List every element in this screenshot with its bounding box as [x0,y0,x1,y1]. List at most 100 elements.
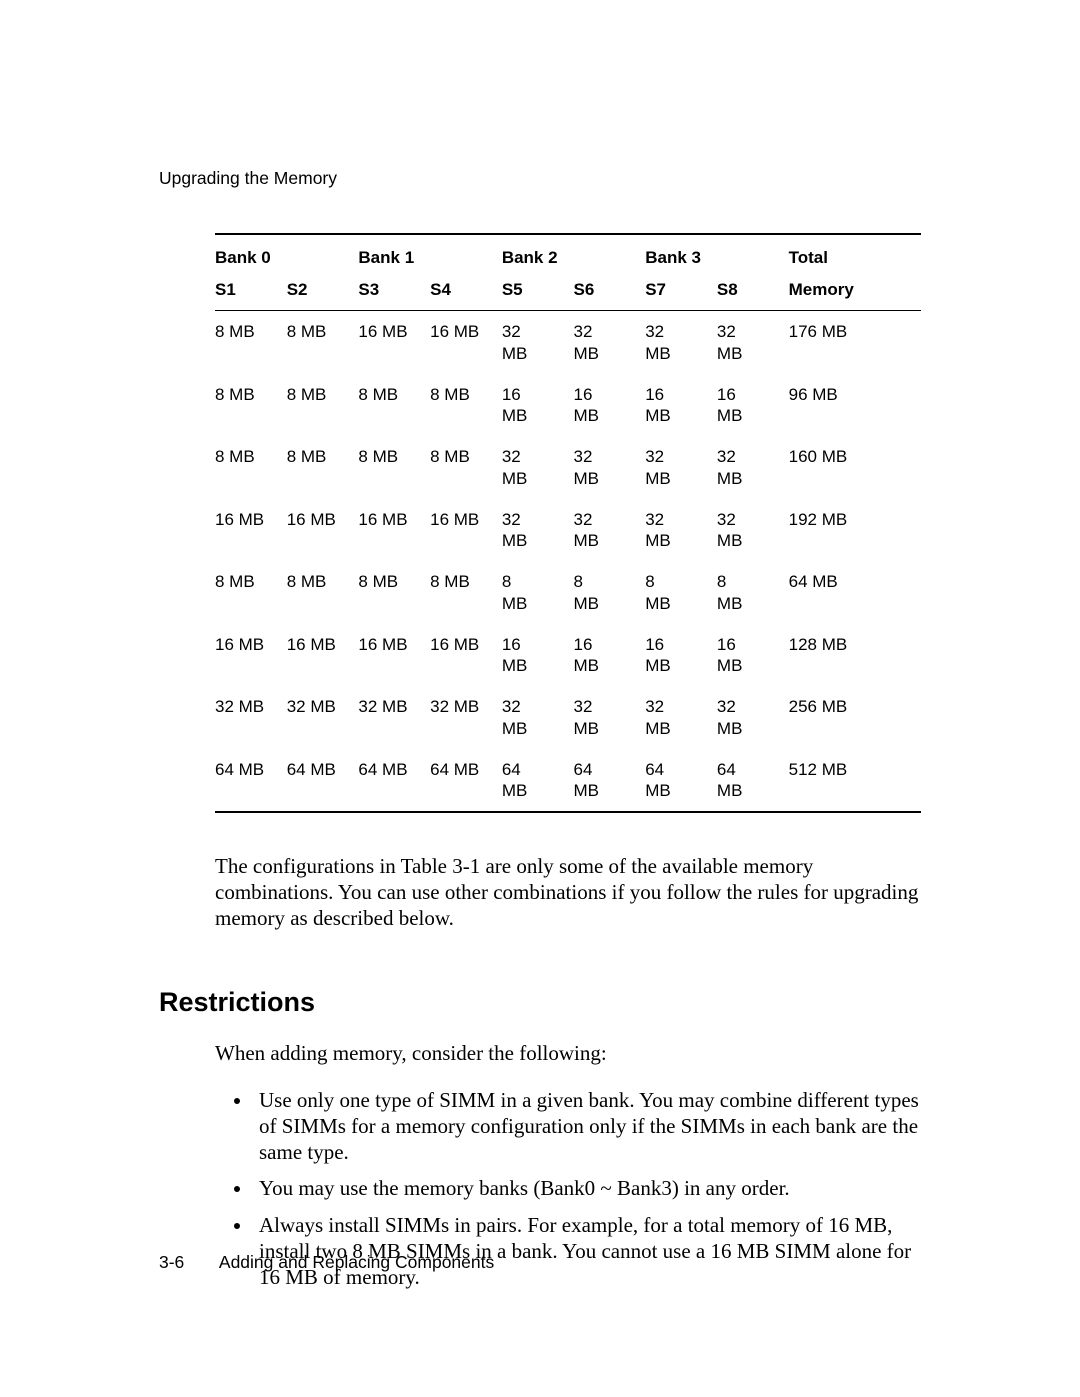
bank-header: Bank 0 [215,234,358,278]
table-cell: 32MB [645,311,717,374]
table-cell: 32 MB [215,686,287,749]
table-cell: 32MB [574,686,646,749]
table-cell: 16 MB [430,624,502,687]
table-cell: 64 MB [287,749,359,813]
table-cell: 64 MB [430,749,502,813]
restrictions-intro: When adding memory, consider the followi… [215,1040,921,1066]
table-cell: 16 MB [287,624,359,687]
table-cell: 32 MB [287,686,359,749]
page-number: 3-6 [159,1252,215,1273]
table-cell: 16MB [502,374,574,437]
table-cell: 16 MB [287,499,359,562]
table-cell: 8 MB [358,374,430,437]
table-cell: 8MB [502,561,574,624]
table-cell: 8 MB [287,374,359,437]
table-cell: 8 MB [287,311,359,374]
table-cell-total: 176 MB [789,311,921,374]
document-page: Upgrading the Memory Bank 0 Bank 1 Bank … [0,0,1080,1397]
list-item: You may use the memory banks (Bank0 ~ Ba… [253,1175,921,1201]
table-cell-total: 512 MB [789,749,921,813]
table-cell: 16 MB [358,624,430,687]
table-cell-total: 192 MB [789,499,921,562]
table-cell: 16 MB [358,311,430,374]
table-cell: 32MB [717,686,789,749]
memory-table-container: Bank 0 Bank 1 Bank 2 Bank 3 Total S1 S2 … [215,233,921,813]
table-cell: 32MB [645,499,717,562]
table-cell: 8 MB [287,561,359,624]
slot-header: S7 [645,278,717,311]
table-cell: 8 MB [358,436,430,499]
table-cell: 8 MB [215,374,287,437]
table-cell: 16 MB [215,499,287,562]
table-cell: 16 MB [358,499,430,562]
table-cell: 32MB [502,436,574,499]
table-cell: 8 MB [215,561,287,624]
table-cell: 64MB [717,749,789,813]
table-cell-total: 256 MB [789,686,921,749]
table-cell: 8MB [645,561,717,624]
memory-config-table: Bank 0 Bank 1 Bank 2 Bank 3 Total S1 S2 … [215,233,921,813]
table-row: 8 MB8 MB16 MB16 MB32MB32MB32MB32MB176 MB [215,311,921,374]
body-paragraph: The configurations in Table 3-1 are only… [215,853,921,931]
table-cell: 16MB [502,624,574,687]
list-item: Always install SIMMs in pairs. For examp… [253,1212,921,1290]
table-cell: 64 MB [215,749,287,813]
table-cell: 16MB [645,374,717,437]
running-head: Upgrading the Memory [159,168,921,189]
table-cell-total: 160 MB [789,436,921,499]
bank-header: Bank 2 [502,234,645,278]
table-cell: 16MB [717,374,789,437]
table-cell: 64MB [502,749,574,813]
table-slot-header-row: S1 S2 S3 S4 S5 S6 S7 S8 Memory [215,278,921,311]
table-row: 8 MB8 MB8 MB8 MB16MB16MB16MB16MB96 MB [215,374,921,437]
table-cell: 32MB [502,686,574,749]
slot-header: S4 [430,278,502,311]
table-cell: 32MB [645,436,717,499]
footer-chapter-title: Adding and Replacing Components [219,1252,494,1272]
slot-header: S5 [502,278,574,311]
slot-header: S6 [574,278,646,311]
table-bank-header-row: Bank 0 Bank 1 Bank 2 Bank 3 Total [215,234,921,278]
table-cell: 32MB [574,499,646,562]
table-cell: 32MB [502,311,574,374]
table-cell: 8 MB [430,374,502,437]
table-cell: 32MB [717,499,789,562]
table-cell-total: 128 MB [789,624,921,687]
table-cell: 16MB [574,374,646,437]
table-cell: 8 MB [358,561,430,624]
bank-header: Bank 1 [358,234,501,278]
table-cell: 16MB [645,624,717,687]
table-cell: 32MB [717,436,789,499]
table-cell-total: 96 MB [789,374,921,437]
table-cell: 8 MB [430,436,502,499]
table-cell: 8 MB [287,436,359,499]
slot-header: S2 [287,278,359,311]
table-cell: 8MB [574,561,646,624]
slot-header: S1 [215,278,287,311]
table-row: 8 MB8 MB8 MB8 MB8MB8MB8MB8MB64 MB [215,561,921,624]
table-cell: 32MB [717,311,789,374]
table-cell: 64MB [645,749,717,813]
table-cell: 16MB [574,624,646,687]
page-footer: 3-6 Adding and Replacing Components [159,1252,494,1273]
table-cell: 32MB [574,436,646,499]
table-row: 16 MB16 MB16 MB16 MB32MB32MB32MB32MB192 … [215,499,921,562]
table-cell: 64MB [574,749,646,813]
table-row: 16 MB16 MB16 MB16 MB16MB16MB16MB16MB128 … [215,624,921,687]
table-cell: 16 MB [430,499,502,562]
table-cell: 32 MB [430,686,502,749]
table-cell: 32MB [502,499,574,562]
table-cell-total: 64 MB [789,561,921,624]
memory-table-body: 8 MB8 MB16 MB16 MB32MB32MB32MB32MB176 MB… [215,311,921,813]
table-cell: 16 MB [430,311,502,374]
table-cell: 16 MB [215,624,287,687]
table-cell: 16MB [717,624,789,687]
table-cell: 8 MB [215,311,287,374]
table-cell: 64 MB [358,749,430,813]
slot-header: S3 [358,278,430,311]
total-header: Total [789,234,921,278]
bank-header: Bank 3 [645,234,788,278]
table-cell: 8 MB [430,561,502,624]
table-cell: 32MB [574,311,646,374]
memory-header: Memory [789,278,921,311]
